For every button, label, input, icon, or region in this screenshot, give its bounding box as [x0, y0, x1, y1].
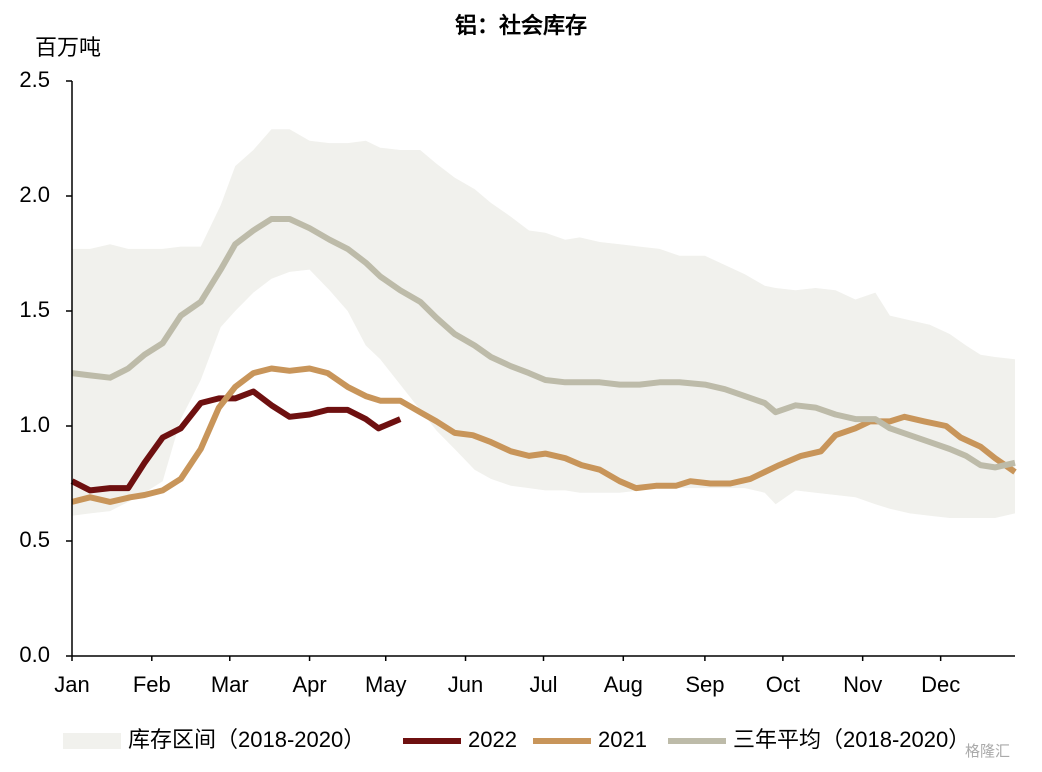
x-tick-label: Sep: [685, 672, 724, 697]
y-tick-label: 1.5: [19, 297, 50, 322]
line: [70, 388, 402, 494]
y-tick-label: 0.5: [19, 527, 50, 552]
x-tick-label: Feb: [133, 672, 171, 697]
range-band: [72, 129, 1015, 519]
legend-label: 三年平均（2018-2020）: [733, 727, 970, 752]
chart-title: 铝：社会库存: [455, 13, 587, 38]
x-tick-label: Jul: [529, 672, 557, 697]
x-tick-label: Dec: [921, 672, 960, 697]
line: [71, 365, 1017, 505]
line: [71, 216, 1016, 471]
legend-label: 库存区间（2018-2020）: [128, 727, 365, 752]
x-tick-label: Aug: [604, 672, 643, 697]
legend-swatch: [63, 733, 121, 749]
legend-label: 2021: [598, 727, 647, 752]
y-tick-label: 0.0: [19, 642, 50, 667]
x-tick-label: Oct: [766, 672, 800, 697]
x-tick-label: Jan: [54, 672, 89, 697]
x-tick-label: Jun: [448, 672, 483, 697]
x-tick-label: Mar: [211, 672, 249, 697]
y-axis-label: 百万吨: [35, 35, 101, 60]
y-tick-label: 1.0: [19, 412, 50, 437]
x-tick-label: Nov: [843, 672, 882, 697]
legend-label: 2022: [468, 727, 517, 752]
watermark: 格隆汇: [965, 743, 1010, 760]
y-tick-label: 2.5: [19, 67, 50, 92]
y-tick-label: 2.0: [19, 182, 50, 207]
x-tick-label: May: [365, 672, 407, 697]
x-tick-label: Apr: [292, 672, 326, 697]
